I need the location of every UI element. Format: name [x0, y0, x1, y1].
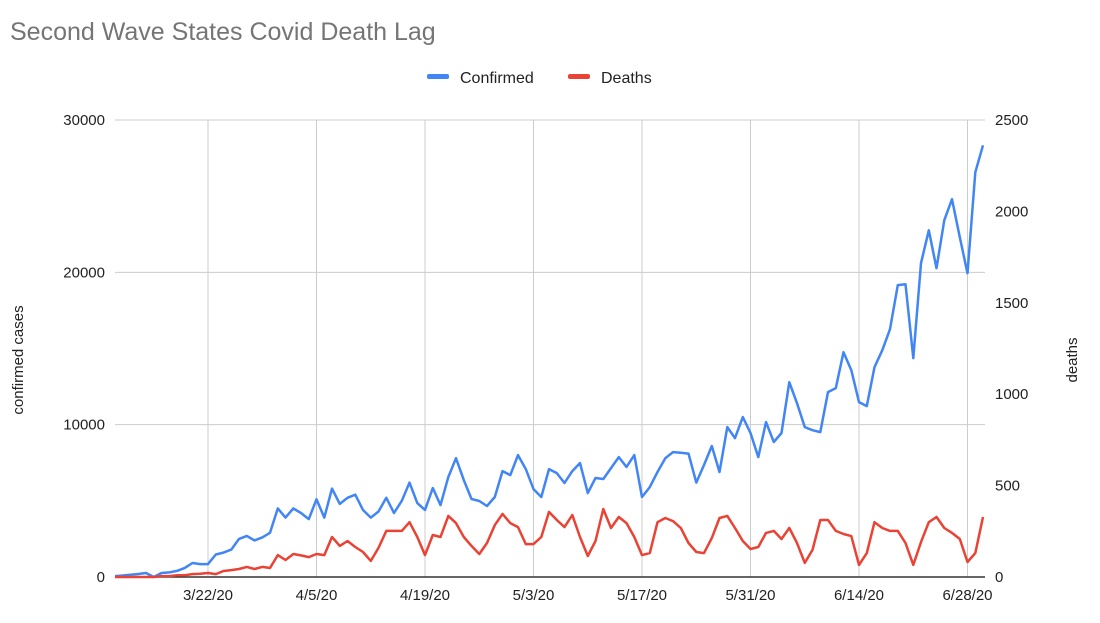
legend-label-confirmed: Confirmed — [460, 70, 534, 87]
legend-label-deaths: Deaths — [601, 70, 652, 87]
y-axis-label: confirmed cases — [10, 305, 27, 414]
x-tick-label: 6/28/20 — [942, 587, 992, 604]
y2-tick-label: 1000 — [995, 386, 1028, 403]
gridlines — [115, 119, 985, 577]
x-tick-label: 5/17/20 — [617, 587, 667, 604]
series-line-confirmed — [114, 144, 985, 579]
series-line-deaths — [115, 507, 985, 579]
x-tick-label: 5/31/20 — [725, 587, 775, 604]
y2-tick-label: 1500 — [995, 295, 1028, 312]
x-tick-label: 4/19/20 — [400, 587, 450, 604]
chart-title: Second Wave States Covid Death Lag — [10, 18, 436, 46]
y2-tick-label: 2000 — [995, 203, 1028, 220]
y2-tick-label: 0 — [995, 569, 1003, 586]
y-tick-label: 0 — [97, 569, 105, 586]
legend-swatch-confirmed — [427, 74, 449, 79]
y-tick-label: 10000 — [63, 417, 105, 434]
y2-tick-label: 2500 — [995, 112, 1028, 129]
axes: 0 10000 20000 30000 0 500 1000 1500 2000 2500 3/22… — [63, 112, 1028, 604]
series-lines — [114, 144, 985, 579]
legend: Confirmed Deaths — [427, 70, 652, 87]
x-tick-label: 4/5/20 — [296, 587, 338, 604]
y2-axis-label: deaths — [1064, 337, 1081, 382]
y-tick-label: 30000 — [63, 112, 105, 129]
y-tick-label: 20000 — [63, 264, 105, 281]
y2-tick-label: 500 — [995, 478, 1020, 495]
legend-swatch-deaths — [568, 74, 590, 79]
x-tick-label: 6/14/20 — [834, 587, 884, 604]
x-tick-label: 3/22/20 — [183, 587, 233, 604]
x-tick-label: 5/3/20 — [513, 587, 555, 604]
